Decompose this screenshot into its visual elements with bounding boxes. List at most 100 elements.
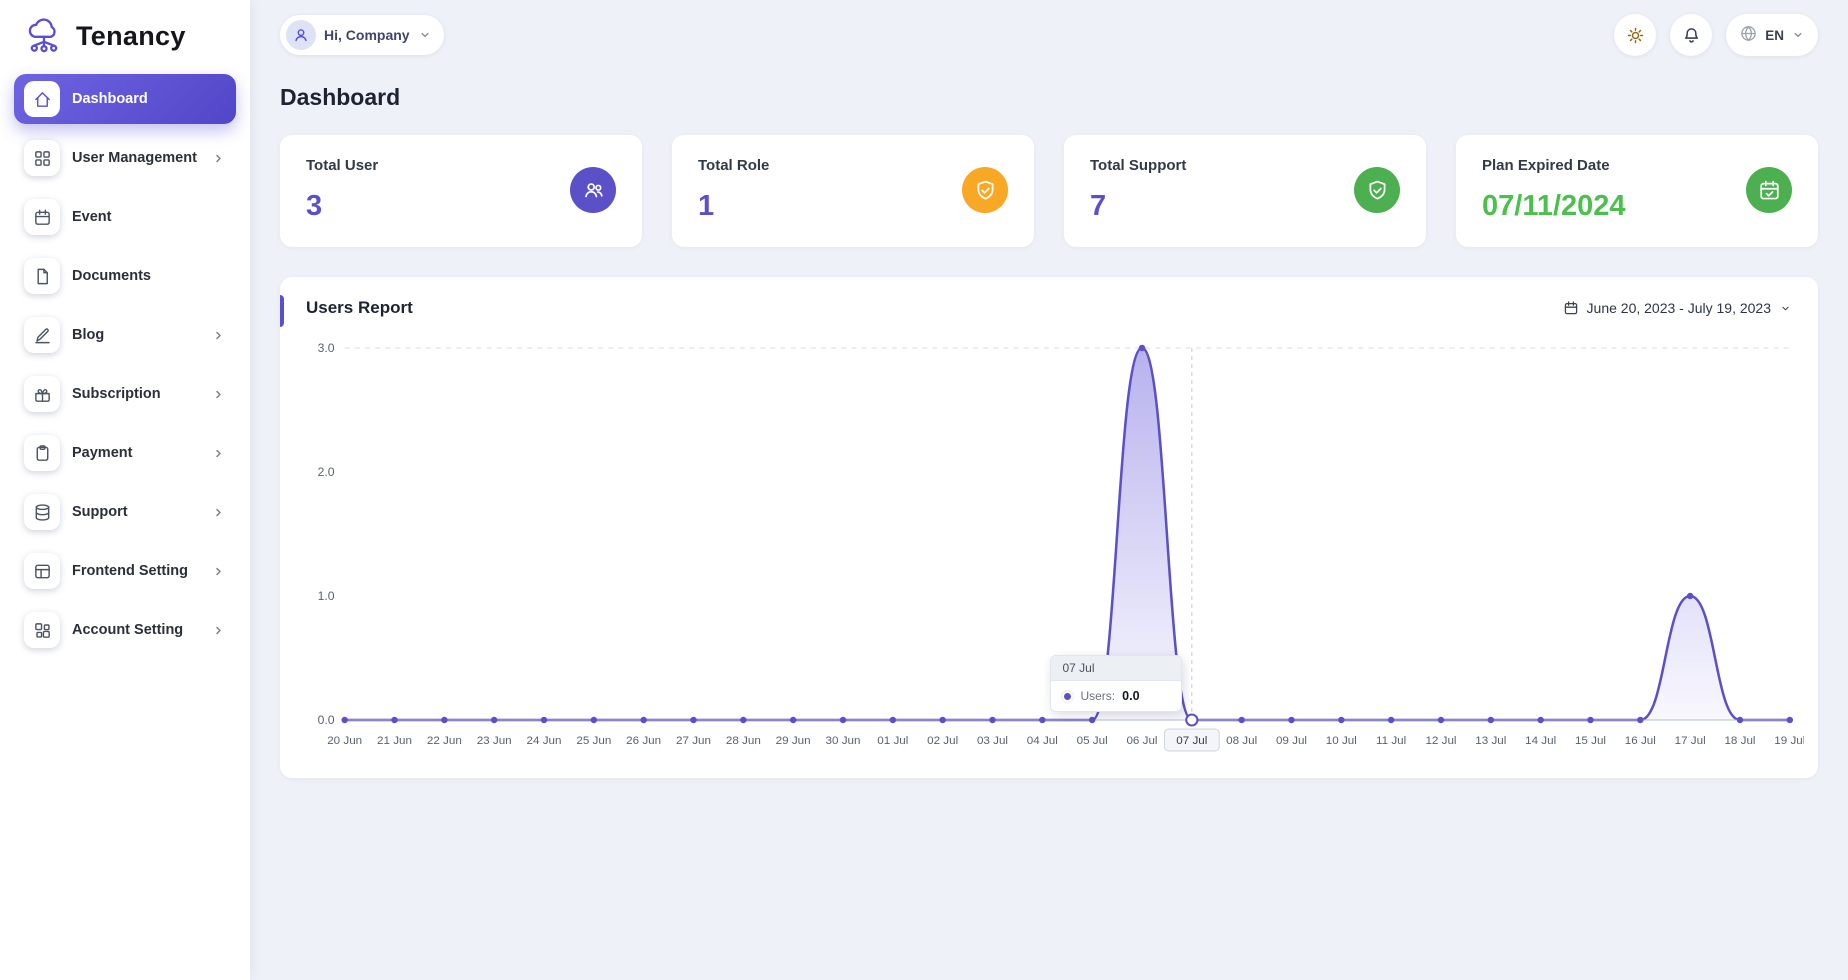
users-report-chart-area: 0.0 1.0 2.0 3.0 20 Jun 21 Jun 22 Jun 23 Jun 24 J… <box>280 324 1818 770</box>
cloud-network-icon <box>22 16 66 56</box>
chevron-down-icon <box>1779 302 1792 315</box>
svg-text:25 Jun: 25 Jun <box>576 735 611 747</box>
calendar-check-icon <box>1746 167 1792 213</box>
chart-tooltip: 07 Jul Users: 0.0 <box>1050 655 1183 712</box>
sidebar-item-label: Account Setting <box>72 622 184 638</box>
sidebar-item-frontend-setting[interactable]: Frontend Setting <box>14 546 236 596</box>
svg-text:17 Jul: 17 Jul <box>1675 735 1706 747</box>
logo: Tenancy <box>0 0 250 68</box>
card-title: Total Support <box>1090 157 1187 174</box>
topbar: Hi, Company <box>280 14 1818 56</box>
user-menu[interactable]: Hi, Company <box>280 15 444 55</box>
users-report-chart[interactable]: 0.0 1.0 2.0 3.0 20 Jun 21 Jun 22 Jun 23 Jun 24 J… <box>294 330 1804 766</box>
report-header: Users Report June 20, 2023 - July 19, 20… <box>280 277 1818 324</box>
subscription-gift-icon <box>24 376 60 412</box>
globe-icon <box>1739 24 1758 46</box>
sidebar-item-event[interactable]: Event <box>14 192 236 242</box>
tooltip-body: Users: 0.0 <box>1051 681 1181 711</box>
svg-text:3.0: 3.0 <box>318 341 335 355</box>
svg-text:14 Jul: 14 Jul <box>1525 735 1556 747</box>
chevron-right-icon <box>211 623 226 638</box>
sidebar-item-dashboard[interactable]: Dashboard <box>14 74 236 124</box>
sidebar-item-support[interactable]: Support <box>14 487 236 537</box>
chevron-right-icon <box>211 564 226 579</box>
svg-text:06 Jul: 06 Jul <box>1126 735 1157 747</box>
svg-text:11 Jul: 11 Jul <box>1376 735 1406 747</box>
svg-text:04 Jul: 04 Jul <box>1027 735 1058 747</box>
svg-text:26 Jun: 26 Jun <box>626 735 661 747</box>
blog-pen-icon <box>24 317 60 353</box>
event-calendar-icon <box>24 199 60 235</box>
svg-text:12 Jul: 12 Jul <box>1425 735 1456 747</box>
language-selector[interactable]: EN <box>1726 14 1818 56</box>
card-value: 1 <box>698 190 715 222</box>
app-title: Tenancy <box>76 20 186 51</box>
stat-card-total-role: Total Role 1 <box>672 135 1034 247</box>
series-dot-icon <box>1062 690 1074 702</box>
svg-text:21 Jun: 21 Jun <box>377 735 412 747</box>
chevron-right-icon <box>211 328 226 343</box>
sidebar-item-label: User Management <box>72 150 197 166</box>
bell-icon <box>1682 26 1701 45</box>
svg-text:03 Jul: 03 Jul <box>977 735 1008 747</box>
card-value: 7 <box>1090 190 1107 222</box>
account-squares-icon <box>24 612 60 648</box>
svg-text:01 Jul: 01 Jul <box>877 735 908 747</box>
avatar <box>286 20 316 50</box>
stat-card-total-support: Total Support 7 <box>1064 135 1426 247</box>
tooltip-date: 07 Jul <box>1051 656 1182 681</box>
home-icon <box>24 81 60 117</box>
chevron-right-icon <box>211 387 226 402</box>
svg-text:08 Jul: 08 Jul <box>1226 735 1257 747</box>
language-code: EN <box>1765 27 1784 43</box>
sidebar-item-label: Subscription <box>72 386 161 402</box>
svg-text:1.0: 1.0 <box>318 589 335 603</box>
svg-text:23 Jun: 23 Jun <box>477 735 512 747</box>
svg-text:30 Jun: 30 Jun <box>826 735 861 747</box>
chevron-down-icon <box>418 28 432 42</box>
tooltip-value: 0.0 <box>1122 689 1140 703</box>
svg-text:27 Jun: 27 Jun <box>676 735 711 747</box>
tooltip-series-label: Users: <box>1080 689 1116 703</box>
svg-text:15 Jul: 15 Jul <box>1575 735 1606 747</box>
svg-text:09 Jul: 09 Jul <box>1276 735 1307 747</box>
date-range-selector[interactable]: June 20, 2023 - July 19, 2023 <box>1563 300 1792 316</box>
user-management-icon <box>24 140 60 176</box>
frontend-layout-icon <box>24 553 60 589</box>
sun-icon <box>1626 26 1645 45</box>
sidebar-item-label: Support <box>72 504 128 520</box>
date-range-label: June 20, 2023 - July 19, 2023 <box>1586 300 1771 316</box>
card-value: 07/11/2024 <box>1482 190 1626 222</box>
svg-text:16 Jul: 16 Jul <box>1625 735 1656 747</box>
stat-cards: Total User 3 Total Role 1 Total Supp <box>280 135 1818 247</box>
card-title: Plan Expired Date <box>1482 157 1610 174</box>
payment-clipboard-icon <box>24 435 60 471</box>
sidebar-item-user-management[interactable]: User Management <box>14 133 236 183</box>
sidebar: Tenancy Dashboard User Management Event Doc… <box>0 0 250 980</box>
svg-text:05 Jul: 05 Jul <box>1077 735 1108 747</box>
sidebar-item-label: Documents <box>72 268 151 284</box>
svg-text:07 Jul: 07 Jul <box>1176 735 1207 747</box>
sidebar-item-blog[interactable]: Blog <box>14 310 236 360</box>
documents-file-icon <box>24 258 60 294</box>
main-area: Hi, Company <box>250 0 1848 980</box>
svg-text:19 Jul: 19 Jul <box>1774 735 1804 747</box>
shield-check-icon <box>1354 167 1400 213</box>
sidebar-item-subscription[interactable]: Subscription <box>14 369 236 419</box>
svg-text:20 Jun: 20 Jun <box>327 735 362 747</box>
sidebar-item-documents[interactable]: Documents <box>14 251 236 301</box>
svg-text:2.0: 2.0 <box>318 465 335 479</box>
sidebar-item-account-setting[interactable]: Account Setting <box>14 605 236 655</box>
svg-text:18 Jul: 18 Jul <box>1724 735 1755 747</box>
notifications-button[interactable] <box>1670 14 1713 56</box>
theme-toggle-button[interactable] <box>1614 14 1657 56</box>
sidebar-item-payment[interactable]: Payment <box>14 428 236 478</box>
svg-text:02 Jul: 02 Jul <box>927 735 958 747</box>
svg-text:0.0: 0.0 <box>318 713 335 727</box>
support-database-icon <box>24 494 60 530</box>
svg-text:28 Jun: 28 Jun <box>726 735 761 747</box>
sidebar-nav: Dashboard User Management Event Documents Bl… <box>0 68 250 661</box>
sidebar-item-label: Event <box>72 209 112 225</box>
calendar-icon <box>1563 300 1579 316</box>
